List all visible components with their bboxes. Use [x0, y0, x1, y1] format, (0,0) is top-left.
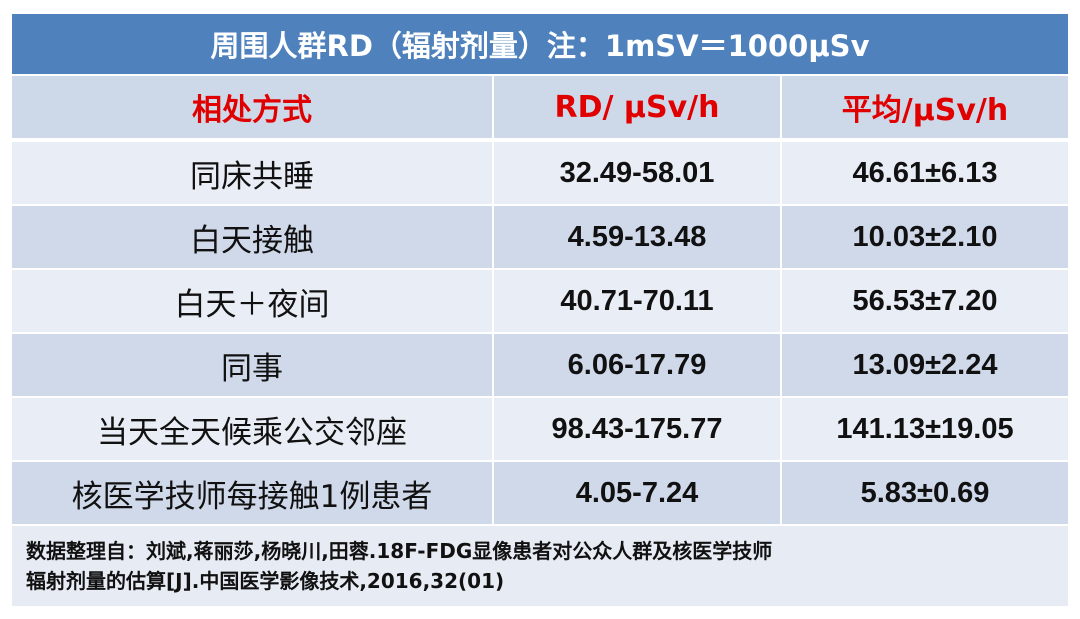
table-cell: 同床共睡 [12, 142, 492, 204]
table-cell: 同事 [12, 334, 492, 396]
table-cell: 6.06-17.79 [494, 334, 780, 396]
table-cell: 4.59-13.48 [494, 206, 780, 268]
header-cell: 相处方式 [12, 76, 492, 138]
table-cell: 5.83±0.69 [782, 462, 1068, 524]
footer-line: 数据整理自：刘斌,蒋丽莎,杨晓川,田蓉.18F-FDG显像患者对公众人群及核医学… [26, 539, 773, 563]
header-cell: RD/ μSv/h [494, 76, 780, 138]
table-cell: 10.03±2.10 [782, 206, 1068, 268]
table-cell: 白天＋夜间 [12, 270, 492, 332]
header-cell: 平均/μSv/h [782, 76, 1068, 138]
table-cell: 46.61±6.13 [782, 142, 1068, 204]
table-cell: 白天接触 [12, 206, 492, 268]
table-title: 周围人群RD（辐射剂量）注：1mSV＝1000μSv [12, 14, 1068, 74]
table-cell: 4.05-7.24 [494, 462, 780, 524]
table-cell: 13.09±2.24 [782, 334, 1068, 396]
table-cell: 40.71-70.11 [494, 270, 780, 332]
table-cell: 当天全天候乘公交邻座 [12, 398, 492, 460]
table-cell: 32.49-58.01 [494, 142, 780, 204]
footer: 数据整理自：刘斌,蒋丽莎,杨晓川,田蓉.18F-FDG显像患者对公众人群及核医学… [12, 526, 1068, 606]
table-cell: 141.13±19.05 [782, 398, 1068, 460]
table-cell: 核医学技师每接触1例患者 [12, 462, 492, 524]
footer-line: 辐射剂量的估算[J].中国医学影像技术,2016,32(01) [26, 569, 505, 593]
table-cell: 98.43-175.77 [494, 398, 780, 460]
table-cell: 56.53±7.20 [782, 270, 1068, 332]
